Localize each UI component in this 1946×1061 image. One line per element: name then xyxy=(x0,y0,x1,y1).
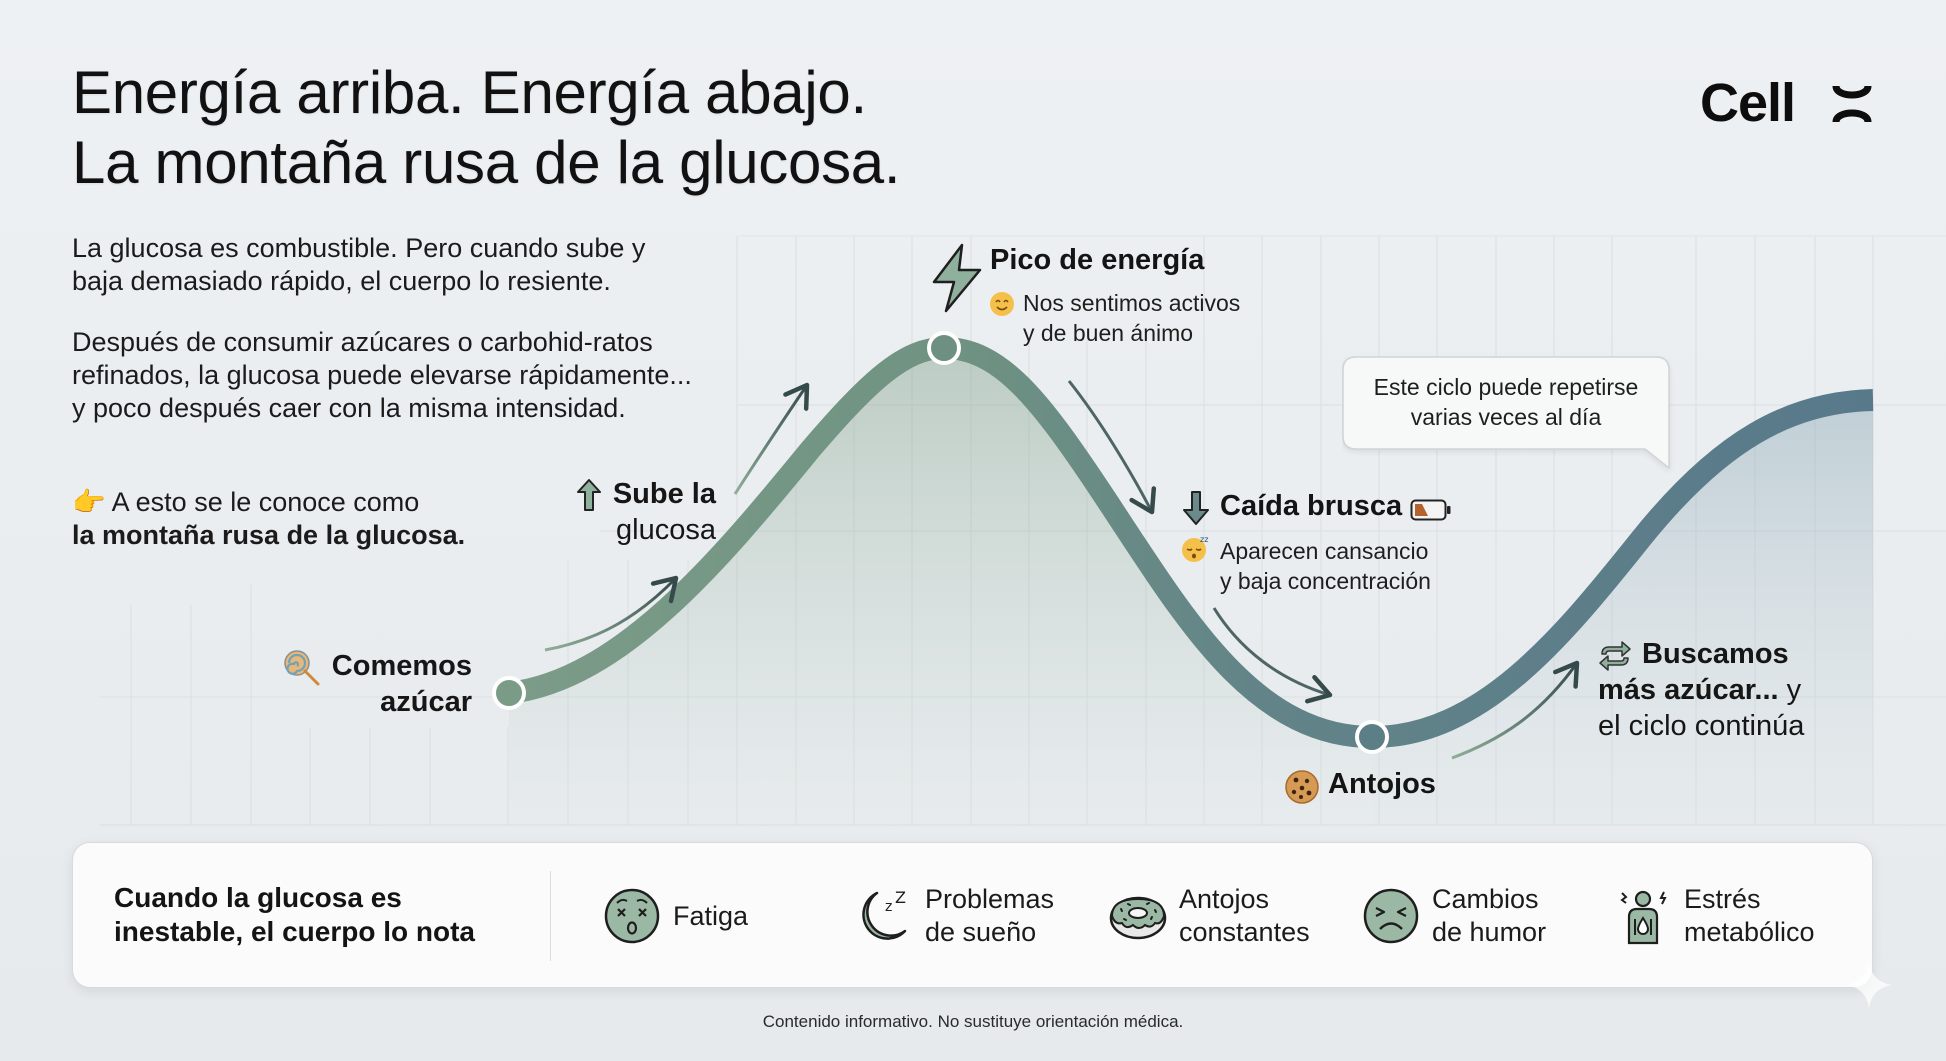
donut-icon xyxy=(1109,896,1167,940)
cookie-icon xyxy=(1283,768,1321,806)
arrow-down-icon xyxy=(1180,490,1212,526)
arrow-up-icon xyxy=(575,478,603,512)
intro-highlight: la montaña rusa de la glucosa. xyxy=(72,520,466,550)
symptom-fatiga: Fatiga xyxy=(603,885,748,947)
svg-text:z: z xyxy=(885,899,892,915)
stage-caida-desc: Aparecen cansancio y baja concentración xyxy=(1220,538,1431,594)
cellx-logo: Cell xyxy=(1700,73,1872,133)
arrow-rise-2 xyxy=(733,382,810,495)
logo-x-icon xyxy=(1832,84,1872,124)
symptom-problemas-de-sueno: z Z Problemas de sueño xyxy=(855,884,1054,947)
title-line-1: Energía arriba. Energía abajo. xyxy=(72,59,867,126)
panel-divider xyxy=(550,871,551,961)
intro-paragraph-3: 👉 A esto se le conoce como la montaña ru… xyxy=(72,486,592,552)
logo-text: Cell xyxy=(1700,73,1796,133)
stage-buscamos: Buscamos más azúcar... y el ciclo contin… xyxy=(1598,638,1805,742)
stage-sube-la-glucosa: Sube la glucosa xyxy=(612,478,716,546)
node-trough xyxy=(1355,720,1389,754)
intro-lead: A esto se le conoce como xyxy=(111,487,420,517)
stage-caida-title: Caída brusca xyxy=(1220,490,1403,522)
arrow-fall-1 xyxy=(1067,380,1157,515)
callout-line-2: varias veces al día xyxy=(1410,404,1602,430)
arrow-fall-2 xyxy=(1212,607,1333,704)
sleepy-face-icon: zz xyxy=(1180,534,1210,564)
arrow-rise-3 xyxy=(1451,660,1580,760)
intro-paragraph-2: Después de consumir azúcares o carbohid-… xyxy=(72,327,692,423)
upset-face-icon xyxy=(1363,888,1419,944)
symptom-estres-metabolico: Estrés metabólico xyxy=(1614,884,1815,947)
curve-area-left xyxy=(509,348,1372,825)
stressed-person-icon xyxy=(1620,890,1667,945)
medical-disclaimer: Contenido informativo. No sustituye orie… xyxy=(762,1012,1184,1031)
page-title: Energía arriba. Energía abajo. La montañ… xyxy=(72,58,901,198)
arrow-rise-1 xyxy=(544,575,679,652)
curve-area-right xyxy=(1372,400,1873,825)
cycle-callout-bubble: Este ciclo puede repetirse varias veces … xyxy=(1342,356,1670,470)
stage-comemos-azucar: Comemos azúcar xyxy=(331,650,472,718)
smiling-face-icon xyxy=(988,290,1016,318)
repeat-icon xyxy=(1598,640,1632,672)
symptoms-panel-title: Cuando la glucosa es inestable, el cuerp… xyxy=(114,882,475,947)
lightning-icon xyxy=(928,242,984,314)
low-battery-icon xyxy=(1410,499,1452,521)
title-line-2: La montaña rusa de la glucosa. xyxy=(72,129,901,196)
svg-text:Z: Z xyxy=(895,888,906,907)
intro-paragraph-1: La glucosa es combustible. Pero cuando s… xyxy=(72,233,646,296)
glucose-curve xyxy=(507,336,1874,749)
stage-pico-desc: Nos sentimos activos y de buen ánimo xyxy=(1023,290,1241,346)
node-start xyxy=(492,676,526,710)
dizzy-face-icon xyxy=(604,888,660,944)
stage-antojos-title: Antojos xyxy=(1328,768,1436,800)
svg-text:zz: zz xyxy=(1200,535,1208,544)
lollipop-icon xyxy=(282,648,322,688)
symptoms-panel: Cuando la glucosa es inestable, el cuerp… xyxy=(72,842,1873,988)
callout-line-1: Este ciclo puede repetirse xyxy=(1373,374,1639,400)
node-peak xyxy=(927,331,961,365)
symptom-antojos-constantes: Antojos constantes xyxy=(1109,884,1310,947)
sparkle-icon xyxy=(1846,962,1892,1008)
moon-sleep-icon: z Z xyxy=(862,888,907,940)
stage-pico-title: Pico de energía xyxy=(990,244,1205,276)
symptom-cambios-de-humor: Cambios de humor xyxy=(1362,884,1546,947)
pointing-hand-icon: 👉 xyxy=(72,487,106,517)
